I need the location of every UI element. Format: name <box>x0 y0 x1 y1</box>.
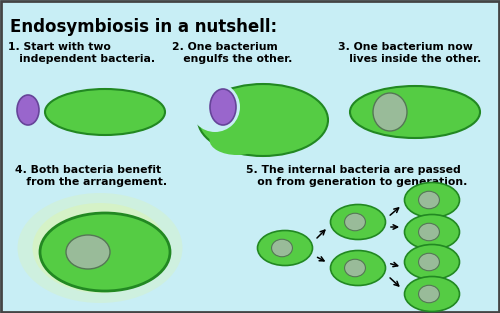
Ellipse shape <box>45 89 165 135</box>
Ellipse shape <box>373 93 407 131</box>
Ellipse shape <box>258 230 312 265</box>
Ellipse shape <box>198 84 328 156</box>
Ellipse shape <box>32 203 168 293</box>
Ellipse shape <box>18 193 182 303</box>
Ellipse shape <box>48 213 152 283</box>
Ellipse shape <box>190 82 240 132</box>
Ellipse shape <box>40 213 170 291</box>
Text: 3. One bacterium now
   lives inside the other.: 3. One bacterium now lives inside the ot… <box>338 42 481 64</box>
Ellipse shape <box>210 89 236 125</box>
Ellipse shape <box>272 239 292 257</box>
Text: 4. Both bacteria benefit
   from the arrangement.: 4. Both bacteria benefit from the arrang… <box>15 165 167 187</box>
Ellipse shape <box>404 214 460 249</box>
Ellipse shape <box>344 259 366 277</box>
Ellipse shape <box>418 253 440 271</box>
Ellipse shape <box>330 250 386 285</box>
Ellipse shape <box>418 223 440 241</box>
Text: Endosymbiosis in a nutshell:: Endosymbiosis in a nutshell: <box>10 18 277 36</box>
Ellipse shape <box>59 220 142 275</box>
Ellipse shape <box>66 235 110 269</box>
Ellipse shape <box>418 191 440 209</box>
Text: 1. Start with two
   independent bacteria.: 1. Start with two independent bacteria. <box>8 42 155 64</box>
Ellipse shape <box>404 182 460 218</box>
Ellipse shape <box>344 213 366 231</box>
Text: 5. The internal bacteria are passed
   on from generation to generation.: 5. The internal bacteria are passed on f… <box>246 165 468 187</box>
Ellipse shape <box>404 276 460 311</box>
Ellipse shape <box>404 244 460 280</box>
Ellipse shape <box>350 86 480 138</box>
Ellipse shape <box>17 95 39 125</box>
Text: 2. One bacterium
   engulfs the other.: 2. One bacterium engulfs the other. <box>172 42 292 64</box>
Ellipse shape <box>210 125 264 155</box>
Ellipse shape <box>418 285 440 303</box>
Ellipse shape <box>330 204 386 239</box>
